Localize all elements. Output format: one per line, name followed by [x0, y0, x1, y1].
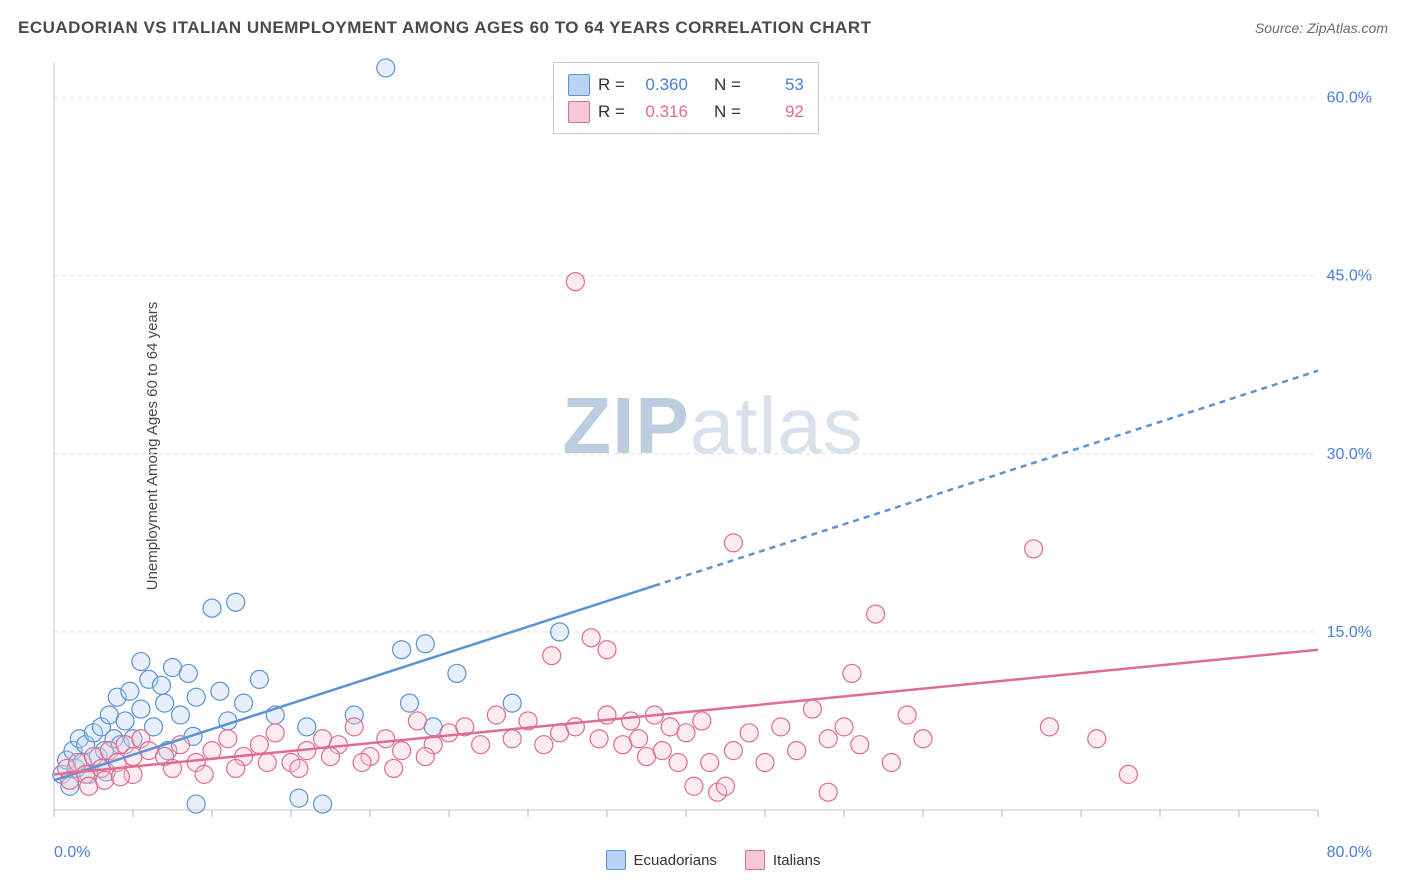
legend-item: Ecuadorians	[606, 840, 717, 880]
scatter-plot: ZIPatlas 15.0%30.0%45.0%60.0% R =0.360N …	[48, 56, 1378, 826]
n-label: N =	[714, 98, 741, 125]
legend-swatch	[745, 850, 765, 870]
stats-row: R = 0.360 N = 53	[568, 71, 804, 98]
r-value: 0.360	[633, 71, 688, 98]
chart-title: ECUADORIAN VS ITALIAN UNEMPLOYMENT AMONG…	[18, 18, 872, 38]
svg-text:30.0%: 30.0%	[1327, 446, 1372, 463]
svg-text:45.0%: 45.0%	[1327, 268, 1372, 285]
legend-item: Italians	[745, 840, 821, 880]
r-label: R =	[598, 98, 625, 125]
legend-label: Ecuadorians	[634, 852, 717, 869]
legend-label: Italians	[773, 852, 821, 869]
n-label: N =	[714, 71, 741, 98]
plot-svg: 15.0% 30.0% 45.0% 60.0%	[48, 56, 1378, 826]
r-value: 0.316	[633, 98, 688, 125]
stats-row: R = 0.316 N = 92	[568, 98, 804, 125]
n-value: 92	[749, 98, 804, 125]
r-label: R =	[598, 71, 625, 98]
svg-text:15.0%: 15.0%	[1327, 624, 1372, 641]
legend-swatch	[606, 850, 626, 870]
svg-text:60.0%: 60.0%	[1327, 90, 1372, 107]
source-credit: Source: ZipAtlas.com	[1255, 20, 1388, 36]
series-swatch	[568, 74, 590, 96]
bottom-legend: Ecuadorians Italians	[48, 840, 1378, 880]
n-value: 53	[749, 71, 804, 98]
series-swatch	[568, 101, 590, 123]
stats-legend-box: R = 0.360 N = 53 R = 0.316 N = 92	[553, 62, 819, 134]
